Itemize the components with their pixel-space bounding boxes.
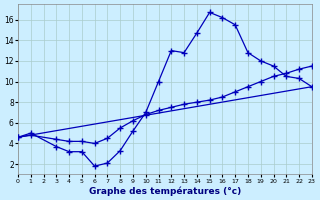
- X-axis label: Graphe des températures (°c): Graphe des températures (°c): [89, 186, 241, 196]
